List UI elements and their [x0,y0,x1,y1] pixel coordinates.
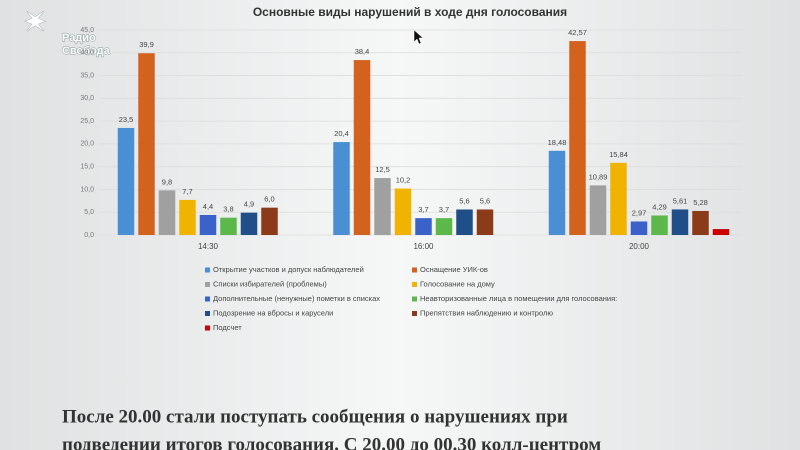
legend-swatch [412,282,417,287]
data-label: 7,7 [182,187,192,196]
bar [712,229,730,235]
bar [117,127,135,235]
bar [589,185,607,235]
data-label: 12,5 [375,165,390,174]
data-label: 10,89 [589,172,608,181]
caption-line: После 20.00 стали поступать сообщения о … [62,406,568,427]
legend-swatch [205,311,210,316]
y-tick-label: 10,0 [80,186,94,193]
data-label: 23,5 [119,115,134,124]
data-label: 15,84 [609,150,628,159]
bar [476,209,494,235]
bar [138,53,155,235]
legend-swatch [412,267,417,273]
data-label: 5,6 [459,196,469,205]
y-tick-label: 25,0 [80,118,94,125]
x-tick-label: 16:00 [413,242,434,251]
y-tick-label: 30,0 [80,95,94,102]
legend-swatch [205,296,210,302]
legend-swatch [412,296,417,302]
data-label: 5,6 [480,196,490,205]
data-label: 5,61 [673,196,688,205]
bar [374,178,391,235]
legend-swatch [412,311,417,316]
y-tick-label: 35,0 [80,72,94,79]
logo-text: Свобода [62,45,111,57]
chart-title: Основные виды нарушений в ходе дня голос… [253,5,567,19]
data-label: 38,4 [355,47,370,56]
legend-swatch [205,325,210,331]
data-label: 3,7 [439,205,449,214]
bar [220,217,237,235]
bar [630,221,648,235]
bar [692,210,709,235]
data-label: 5,28 [693,198,708,207]
bar [548,150,566,235]
legend-swatch [205,282,210,287]
legend-swatch [205,267,210,273]
y-tick-label: 15,0 [80,164,94,171]
bar [456,209,473,235]
bar [261,207,278,235]
bar [240,212,258,235]
y-tick-label: 45,0 [80,27,94,34]
data-label: 2,97 [632,208,647,217]
data-label: 42,57 [568,28,587,37]
legend-label: Подозрение на вбросы и карусели [213,308,333,317]
y-tick-label: 5,0 [84,209,94,216]
legend-label: Списки избирателей (проблемы) [213,279,327,288]
data-label: 9,8 [162,177,172,186]
data-label: 4,9 [244,200,254,209]
bar [179,199,196,235]
legend-label: Препятствия наблюдению и контролю [420,308,553,317]
y-tick-label: 0,0 [84,232,94,239]
data-label: 3,8 [223,205,233,214]
bar [671,209,689,235]
data-label: 4,4 [203,202,213,211]
caption-line: подведении итогов голосования. С 20.00 д… [62,434,601,450]
cursor [413,29,424,45]
logo-text: Радио [62,32,96,44]
bar [158,190,176,235]
legend-label: Открытие участков и допуск наблюдателей [213,265,364,274]
bar [199,214,217,235]
data-label: 3,7 [418,205,428,214]
bar [415,218,432,235]
x-tick-label: 14:30 [198,242,219,251]
bar [353,60,371,235]
data-label: 10,2 [396,176,411,185]
y-tick-label: 20,0 [80,141,94,148]
data-label: 4,29 [652,202,667,211]
legend-label: Оснащение УИК-ов [420,265,488,274]
data-label: 6,0 [264,195,274,204]
bar [394,188,412,235]
data-label: 39,9 [139,40,154,49]
legend-label: Подсчет [213,323,242,332]
legend-label: Голосование на дому [420,279,495,288]
data-label: 20,4 [334,129,349,138]
bar [610,162,627,235]
bar [435,218,453,235]
bar [651,215,668,235]
data-label: 18,48 [548,138,567,147]
legend-label: Дополнительные (ненужные) пометки в спис… [213,294,380,303]
logo-icon [24,11,47,32]
legend-label: Неавторизованные лица в помещении для го… [420,294,617,303]
bar [333,142,350,235]
x-tick-label: 20:00 [629,242,650,251]
logo: Радио Свобода [24,11,111,58]
y-tick-label: 40,0 [80,50,94,57]
bar [569,41,586,235]
